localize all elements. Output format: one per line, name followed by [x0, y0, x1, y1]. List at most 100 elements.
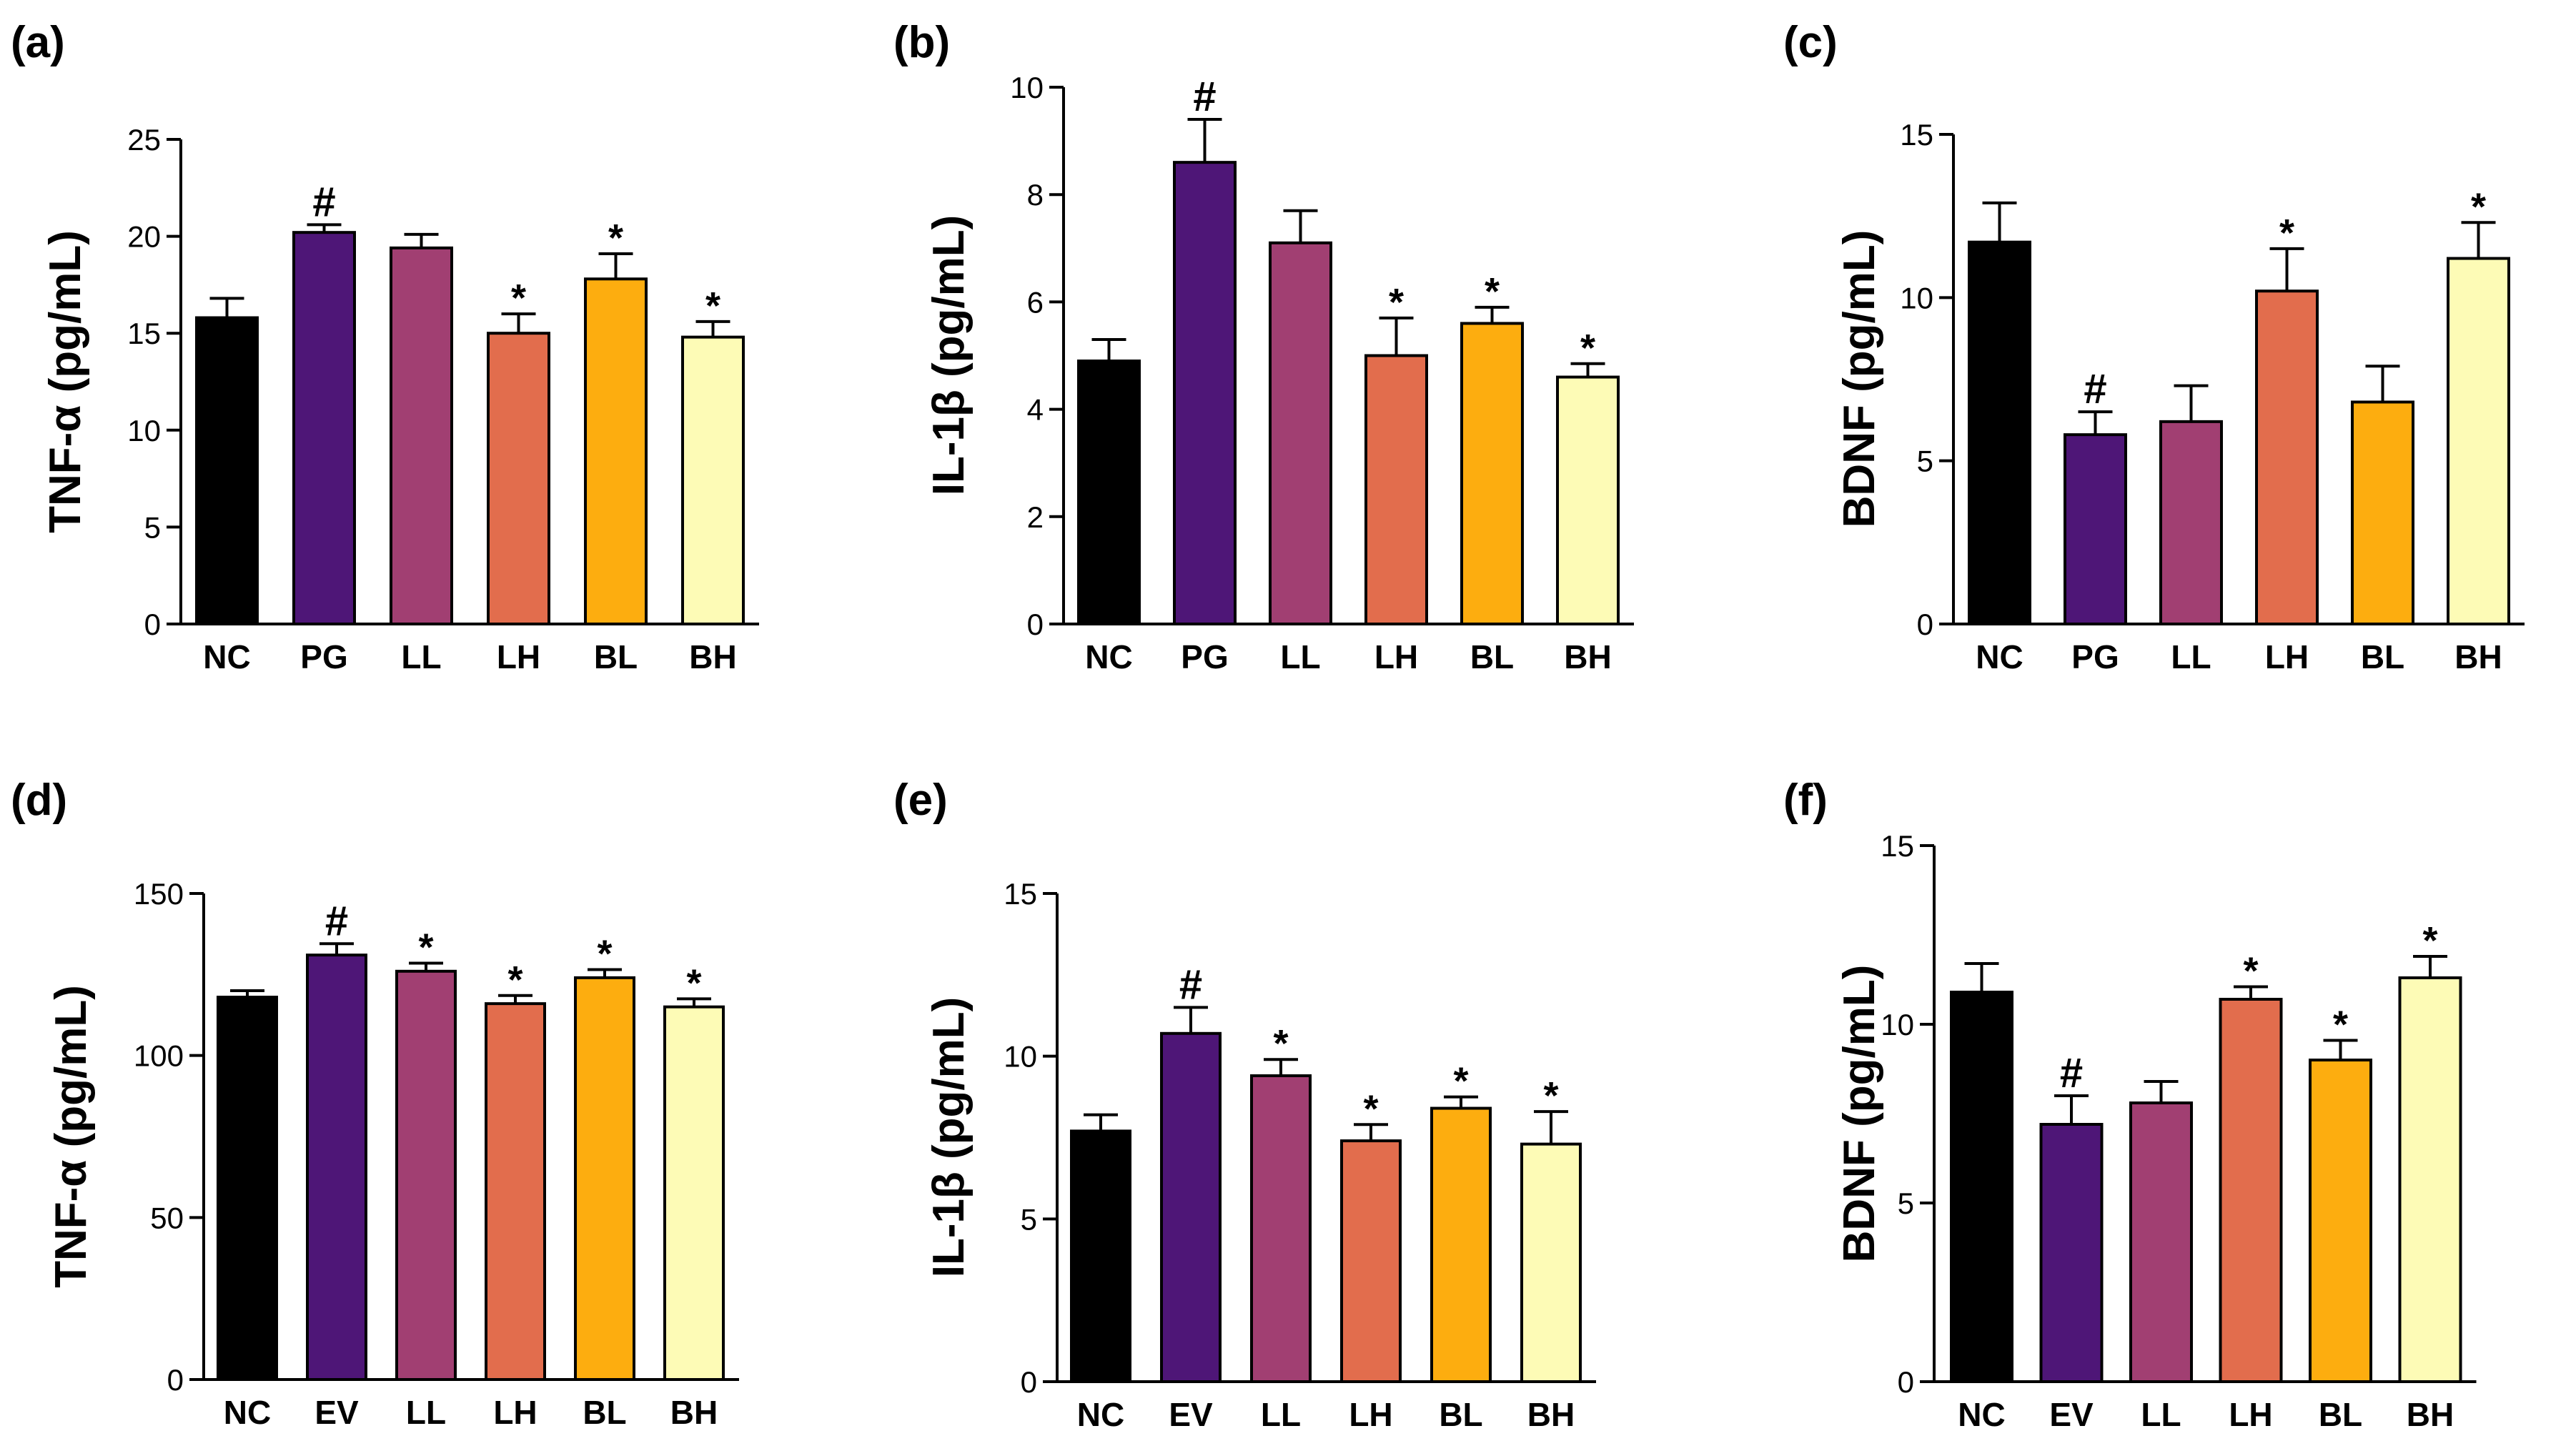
x-tick-label: LH — [2265, 638, 2309, 675]
bar-ev — [1160, 1031, 1222, 1383]
y-tick-label: 5 — [144, 510, 161, 544]
y-tick-label: 150 — [134, 877, 184, 911]
bar-ll — [2129, 1101, 2193, 1383]
x-tick-label: BH — [670, 1394, 718, 1431]
significance-star: * — [2422, 919, 2437, 962]
x-tick-label: BH — [2407, 1396, 2454, 1433]
significance-star: * — [2471, 185, 2486, 228]
panel-label: (c) — [1783, 18, 1838, 67]
bar-bh — [2447, 257, 2510, 625]
significance-star: * — [511, 277, 526, 320]
y-tick-label: 8 — [1027, 178, 1044, 212]
y-tick-label: 10 — [1881, 1008, 1914, 1041]
bar-pg — [292, 231, 356, 625]
chart-panel-e: (e) IL-1β (pg/mL) NC # EV * LL * LH * BL * BH 0 5 10 15 — [893, 776, 1596, 1433]
y-tick-label: 10 — [127, 414, 161, 447]
panel-label: (a) — [11, 18, 65, 67]
significance-star: * — [2279, 212, 2294, 254]
bar-nc — [1070, 1129, 1131, 1383]
bar-pg — [2064, 433, 2127, 626]
panel-label: (f) — [1783, 776, 1828, 825]
bar-bl — [584, 277, 648, 625]
bar-bl — [2351, 400, 2414, 625]
y-tick-label: 5 — [1898, 1187, 1914, 1220]
x-tick-label: BH — [1527, 1396, 1575, 1433]
significance-hash: # — [312, 179, 335, 225]
significance-star: * — [1453, 1060, 1468, 1103]
y-tick-label: 100 — [134, 1039, 184, 1073]
y-tick-label: 20 — [127, 220, 161, 254]
bar-bh — [681, 335, 745, 625]
x-tick-label: LH — [1374, 638, 1418, 675]
y-axis-label: IL-1β (pg/mL) — [924, 215, 974, 496]
bar-bl — [1430, 1106, 1492, 1384]
significance-star: * — [418, 926, 433, 969]
chart-panel-b: (b) IL-1β (pg/mL) NC # PG LL * LH * BL * BH 0 2 4 6 8 10 — [893, 18, 1634, 675]
x-tick-label: LL — [401, 638, 441, 675]
bar-pg — [1173, 161, 1237, 625]
y-tick-label: 25 — [127, 123, 161, 157]
bar-ll — [395, 969, 457, 1382]
bar-lh — [487, 332, 550, 625]
x-tick-label: LL — [2141, 1396, 2181, 1433]
bar-ev — [2039, 1123, 2104, 1383]
x-tick-label: BL — [2319, 1396, 2362, 1433]
bar-lh — [485, 1002, 546, 1381]
bar-nc — [1950, 991, 2013, 1383]
bar-nc — [1968, 240, 2031, 625]
panel-label: (b) — [893, 18, 950, 67]
x-tick-label: NC — [1958, 1396, 2005, 1433]
y-axis-label: TNF-α (pg/mL) — [41, 230, 90, 533]
chart-panel-a: (a) TNF-α (pg/mL) NC # PG LL * LH * BL * BH 0 5 10 15 20… — [11, 18, 759, 675]
x-tick-label: BL — [1439, 1396, 1482, 1433]
x-tick-label: BL — [1470, 638, 1514, 675]
bar-ll — [390, 246, 453, 625]
bar-bl — [1460, 322, 1524, 625]
bar-ll — [1269, 241, 1332, 626]
bar-nc — [195, 316, 259, 625]
significance-star: * — [2333, 1004, 2348, 1046]
y-tick-label: 50 — [150, 1201, 184, 1234]
x-tick-label: LH — [493, 1394, 537, 1431]
y-tick-label: 15 — [1900, 118, 1933, 152]
x-tick-label: EV — [1169, 1396, 1213, 1433]
y-axis-label: BDNF (pg/mL) — [1835, 965, 1884, 1263]
y-tick-label: 0 — [167, 1363, 184, 1397]
x-tick-label: NC — [1085, 638, 1132, 675]
chart-panel-c: (c) BDNF (pg/mL) NC # PG LL * LH BL * BH 0 5 10 15 — [1783, 18, 2525, 675]
significance-star: * — [1273, 1022, 1288, 1065]
x-tick-label: LL — [1261, 1396, 1301, 1433]
y-tick-label: 15 — [1881, 829, 1914, 863]
panel-label: (d) — [11, 776, 67, 825]
chart-panel-f: (f) BDNF (pg/mL) NC # EV LL * LH * BL * BH 0 5 10 15 — [1783, 776, 2477, 1433]
x-tick-label: BL — [583, 1394, 626, 1431]
x-tick-label: BH — [689, 638, 736, 675]
y-tick-label: 10 — [1010, 71, 1044, 104]
x-tick-label: LH — [2229, 1396, 2272, 1433]
y-tick-label: 5 — [1917, 445, 1933, 478]
x-tick-label: NC — [224, 1394, 271, 1431]
y-axis-label: BDNF (pg/mL) — [1835, 230, 1884, 528]
significance-star: * — [507, 959, 522, 1001]
bar-bh — [1520, 1142, 1582, 1384]
y-tick-label: 2 — [1027, 500, 1044, 534]
x-tick-label: BL — [594, 638, 638, 675]
y-tick-label: 4 — [1027, 393, 1044, 427]
bar-ll — [2159, 420, 2223, 625]
bar-nc — [1077, 360, 1141, 625]
significance-star: * — [1389, 281, 1404, 324]
x-tick-label: NC — [203, 638, 250, 675]
y-axis-label: IL-1β (pg/mL) — [924, 997, 974, 1278]
y-tick-label: 15 — [1004, 877, 1037, 911]
significance-hash: # — [2060, 1050, 2083, 1096]
panel-label: (e) — [893, 776, 948, 825]
y-tick-label: 0 — [1898, 1365, 1914, 1399]
y-tick-label: 0 — [1027, 608, 1044, 641]
x-tick-label: NC — [1077, 1396, 1124, 1433]
significance-star: * — [686, 961, 701, 1004]
significance-star: * — [2243, 950, 2258, 993]
bar-bh — [663, 1005, 725, 1381]
x-tick-label: EV — [2049, 1396, 2094, 1433]
x-tick-label: PG — [300, 638, 347, 675]
significance-star: * — [1543, 1074, 1558, 1117]
